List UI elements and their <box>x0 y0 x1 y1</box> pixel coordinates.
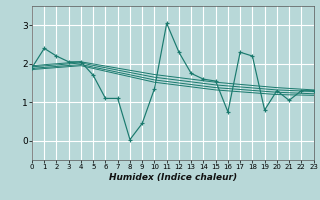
X-axis label: Humidex (Indice chaleur): Humidex (Indice chaleur) <box>109 173 237 182</box>
